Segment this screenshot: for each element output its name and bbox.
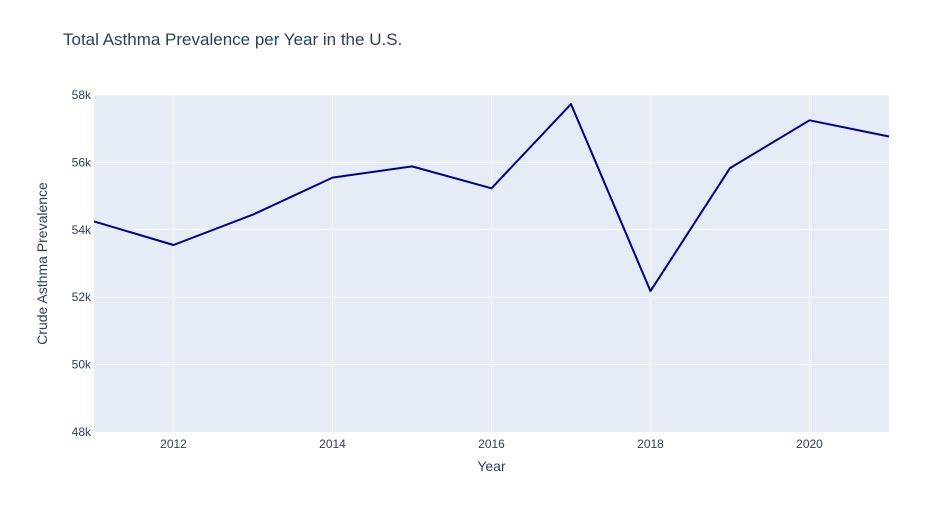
- x-tick-label: 2020: [796, 437, 823, 451]
- grid: [94, 94, 889, 432]
- tick-labels: 2012 2014 2016 2018 2020 48k 50k 52k 54k 56k 58k: [72, 88, 824, 451]
- x-tick-label: 2014: [319, 437, 346, 451]
- x-tick-label: 2012: [160, 437, 187, 451]
- y-tick-label: 58k: [72, 88, 92, 102]
- x-tick-label: 2016: [478, 437, 505, 451]
- y-tick-label: 56k: [72, 155, 92, 169]
- x-tick-label: 2018: [637, 437, 664, 451]
- x-axis-title: Year: [477, 458, 506, 474]
- y-tick-label: 52k: [72, 290, 92, 304]
- chart-title: Total Asthma Prevalence per Year in the …: [63, 30, 403, 49]
- y-tick-label: 54k: [72, 223, 92, 237]
- series-layer: [93, 103, 890, 293]
- y-tick-label: 50k: [72, 358, 92, 372]
- y-tick-label: 48k: [72, 425, 92, 439]
- series-line: [93, 103, 890, 293]
- y-axis-title: Crude Asthma Prevalence: [34, 182, 50, 345]
